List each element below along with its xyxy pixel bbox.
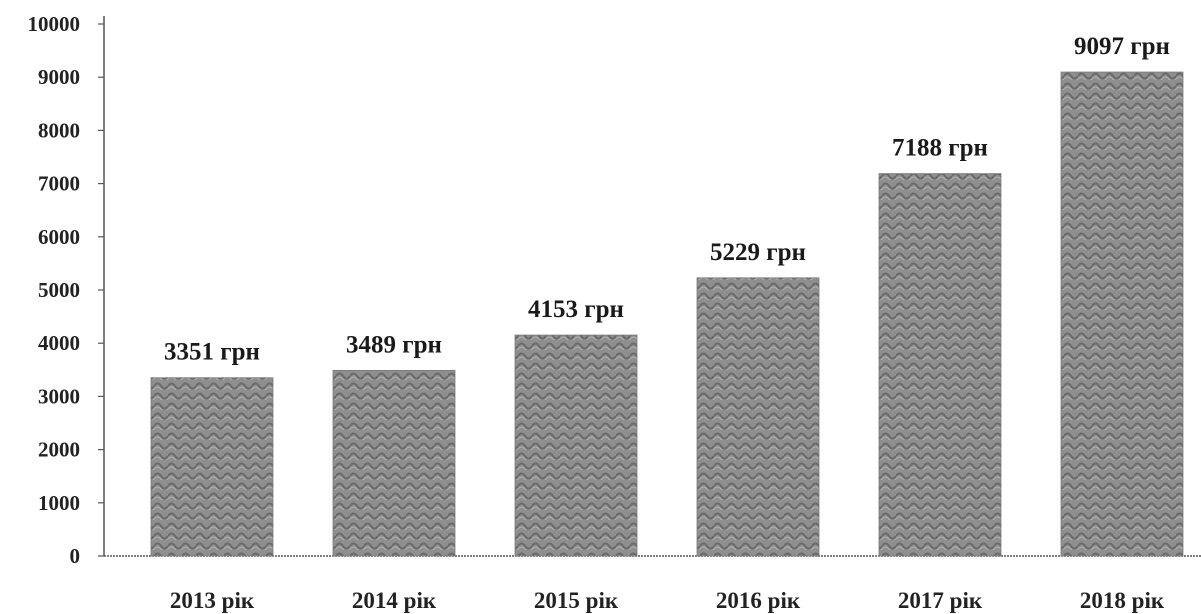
y-tick-label: 1000 bbox=[38, 491, 80, 515]
data-label-0: 3351 грн bbox=[164, 339, 260, 366]
x-axis-ticks: 2013 рік 2014 рік 2015 рік 2016 рік 2017 рік… bbox=[170, 588, 1165, 613]
bar-4 bbox=[878, 173, 1002, 557]
data-label-5: 9097 грн bbox=[1074, 33, 1170, 60]
y-tick-label: 6000 bbox=[38, 225, 80, 249]
x-tick-label-5: 2018 рік bbox=[1080, 588, 1165, 613]
y-tick-label: 3000 bbox=[38, 384, 80, 408]
y-axis-ticks: 0 1000 2000 3000 4000 5000 6000 7000 8000 9000 100… bbox=[28, 12, 104, 568]
y-tick-label: 0 bbox=[70, 544, 81, 568]
data-label-3: 5229 грн bbox=[710, 239, 806, 266]
bar-1 bbox=[332, 369, 456, 557]
data-labels: 3351 грн 3489 грн 4153 грн 5229 грн 7188 грн… bbox=[164, 33, 1170, 366]
y-tick-label: 5000 bbox=[38, 278, 80, 302]
x-tick-label-4: 2017 рік bbox=[898, 588, 983, 613]
y-tick-label: 9000 bbox=[38, 65, 80, 89]
x-tick-label-2: 2015 рік bbox=[534, 588, 619, 613]
bar-2 bbox=[514, 334, 638, 557]
y-tick-label: 2000 bbox=[38, 438, 80, 462]
data-label-2: 4153 грн bbox=[528, 296, 624, 323]
y-tick-label: 7000 bbox=[38, 172, 80, 196]
x-tick-label-0: 2013 рік bbox=[170, 588, 255, 613]
bar-3 bbox=[696, 277, 820, 557]
y-tick-label: 10000 bbox=[28, 12, 81, 36]
data-label-4: 7188 грн bbox=[892, 135, 988, 162]
bars bbox=[150, 71, 1184, 557]
data-label-1: 3489 грн bbox=[346, 331, 442, 358]
bar-0 bbox=[150, 377, 274, 557]
axes bbox=[103, 16, 1201, 557]
y-tick-label: 4000 bbox=[38, 331, 80, 355]
bar-5 bbox=[1060, 71, 1184, 557]
y-tick-label: 8000 bbox=[38, 118, 80, 142]
x-tick-label-1: 2014 рік bbox=[352, 588, 437, 613]
x-tick-label-3: 2016 рік bbox=[716, 588, 801, 613]
